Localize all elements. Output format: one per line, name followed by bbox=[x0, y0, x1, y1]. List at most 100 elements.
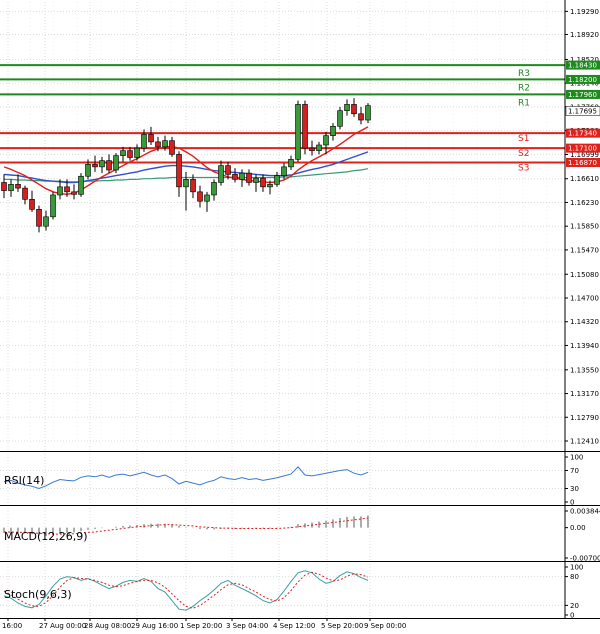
candle-body bbox=[78, 175, 84, 195]
macd-tick-label: -0.007007 bbox=[570, 555, 600, 563]
rsi-pane: RSI(14) bbox=[0, 466, 565, 490]
candle-body bbox=[141, 134, 147, 149]
stoch-d-line bbox=[3, 571, 369, 609]
price-tick-label: 1.13940 bbox=[570, 342, 599, 350]
time-tick-label: 3 Sep 04:00 bbox=[226, 622, 268, 630]
candle bbox=[309, 140, 315, 156]
candle-body bbox=[57, 186, 63, 196]
candle bbox=[204, 191, 210, 212]
rsi-tick-label: 70 bbox=[570, 467, 579, 475]
candle bbox=[246, 169, 252, 186]
candle bbox=[141, 129, 147, 152]
candle-body bbox=[162, 140, 168, 148]
candle-body bbox=[120, 150, 126, 156]
candle bbox=[281, 163, 287, 180]
candle-body bbox=[267, 184, 273, 188]
level-label-r2: R2 bbox=[518, 83, 530, 93]
level-badge-r2 bbox=[566, 74, 600, 84]
price-tick-label: 1.18920 bbox=[570, 31, 599, 39]
candle bbox=[358, 106, 364, 125]
candle bbox=[260, 174, 266, 192]
candle-body bbox=[253, 177, 259, 183]
candle-body bbox=[281, 166, 287, 176]
candle-body bbox=[344, 104, 350, 111]
rsi-tick-label: 0 bbox=[570, 499, 574, 507]
candle-body bbox=[218, 165, 224, 183]
level-label-s3: S3 bbox=[518, 163, 529, 173]
candle-body bbox=[29, 199, 35, 210]
candle-body bbox=[15, 184, 21, 189]
rsi-label: RSI(14) bbox=[4, 474, 44, 487]
candle bbox=[351, 98, 357, 117]
stoch-tick-label: 80 bbox=[570, 573, 579, 581]
candle bbox=[288, 155, 294, 170]
candle-body bbox=[99, 160, 105, 168]
stoch-tick-label: 20 bbox=[570, 602, 579, 610]
rsi-tick-label: 30 bbox=[570, 485, 579, 493]
candle bbox=[8, 179, 14, 197]
candle bbox=[344, 99, 350, 116]
candle bbox=[162, 135, 168, 151]
candle-body bbox=[169, 140, 175, 155]
price-tick-label: 1.14320 bbox=[570, 318, 599, 326]
candle-body bbox=[204, 194, 210, 202]
candle-body bbox=[302, 104, 308, 149]
candle bbox=[232, 168, 238, 183]
macd-pane: MACD(12,26,9) bbox=[3, 515, 369, 543]
level-badge-r3 bbox=[566, 60, 600, 70]
candle bbox=[106, 154, 112, 174]
price-tick-label: 1.12410 bbox=[570, 438, 599, 446]
candle-body bbox=[127, 150, 133, 158]
candle-body bbox=[134, 147, 140, 158]
candle-body bbox=[358, 113, 364, 121]
candle bbox=[211, 179, 217, 201]
sma-fast-line bbox=[3, 126, 369, 196]
level-badge-text-r2: 1.18200 bbox=[568, 76, 597, 84]
current-price-text: 1.17695 bbox=[568, 107, 597, 115]
candle-body bbox=[309, 147, 315, 151]
level-badge-text-s1: 1.17340 bbox=[568, 130, 597, 138]
level-badge-text-s3: 1.16870 bbox=[568, 159, 597, 167]
level-badge-s1 bbox=[566, 128, 600, 138]
candle bbox=[155, 136, 161, 152]
candle-body bbox=[1, 182, 7, 191]
candle bbox=[15, 174, 21, 192]
candle bbox=[197, 185, 203, 208]
candle bbox=[176, 151, 182, 197]
candle-body bbox=[183, 179, 189, 188]
candle-body bbox=[85, 164, 91, 177]
candle-body bbox=[288, 159, 294, 168]
candle bbox=[295, 100, 301, 162]
candle bbox=[22, 185, 28, 205]
time-tick-label: 4 Sep 12:00 bbox=[273, 622, 315, 630]
candle-body bbox=[197, 191, 203, 202]
candle bbox=[267, 180, 273, 195]
candle bbox=[127, 146, 133, 161]
candle-body bbox=[148, 134, 154, 143]
candle bbox=[302, 100, 308, 155]
level-badge-s3 bbox=[566, 157, 600, 167]
candle bbox=[225, 161, 231, 180]
macd-tick-label: 0.003844 bbox=[570, 508, 600, 516]
candle-body bbox=[365, 105, 371, 121]
candle-body bbox=[260, 177, 266, 188]
candle bbox=[190, 174, 196, 199]
candle bbox=[218, 160, 224, 186]
time-tick-label: 9 Sep 00:00 bbox=[364, 622, 406, 630]
candle-body bbox=[190, 179, 196, 193]
stoch-label: Stoch(9,6,3) bbox=[4, 588, 72, 601]
candle bbox=[239, 169, 245, 187]
candle bbox=[148, 126, 154, 146]
time-tick-label: 27 Aug 00:00 bbox=[39, 622, 86, 630]
candle-body bbox=[337, 110, 343, 127]
candle-body bbox=[225, 165, 231, 175]
candle bbox=[183, 171, 189, 211]
candle-body bbox=[113, 155, 119, 171]
candle-body bbox=[316, 144, 322, 151]
price-tick-label: 1.16999 bbox=[570, 151, 599, 159]
level-badge-s2 bbox=[566, 143, 600, 153]
candle-body bbox=[92, 164, 98, 168]
level-badge-r1 bbox=[566, 89, 600, 99]
